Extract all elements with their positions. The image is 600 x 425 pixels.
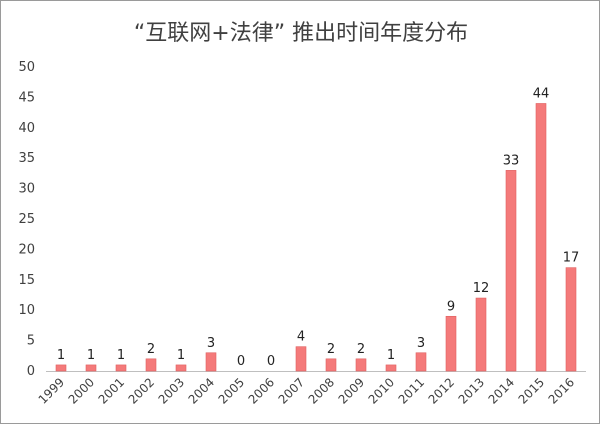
data-label-2014: 33	[503, 153, 520, 168]
bar-1999	[55, 364, 67, 372]
x-tick-label-2005: 2005	[216, 375, 247, 406]
bar-2012	[445, 315, 457, 372]
bar-2008	[325, 358, 337, 372]
chart-title: “互联网+法律” 推出时间年度分布	[133, 21, 469, 46]
y-tick-label: 35	[18, 151, 35, 166]
x-tick-label-2006: 2006	[246, 375, 277, 406]
data-label-2015: 44	[533, 86, 550, 101]
data-label-2003: 1	[177, 348, 185, 363]
y-tick-label: 10	[18, 303, 35, 318]
data-label-1999: 1	[57, 348, 65, 363]
y-tick-label: 15	[18, 273, 35, 288]
bar-2013	[475, 297, 487, 372]
bar-2002	[145, 358, 157, 372]
bar-2016	[565, 267, 577, 372]
data-label-2010: 1	[387, 348, 395, 363]
x-tick-label-2012: 2012	[426, 375, 457, 406]
bar-2011	[415, 352, 427, 372]
data-label-2013: 12	[473, 281, 490, 296]
x-tick-label-2016: 2016	[546, 375, 577, 406]
data-label-2011: 3	[417, 336, 425, 351]
x-tick-label-2000: 2000	[66, 375, 97, 406]
y-tick-label: 30	[18, 182, 35, 197]
y-tick-label: 40	[18, 121, 35, 136]
bar-2010	[385, 364, 397, 372]
bar-2009	[355, 358, 367, 372]
data-label-2001: 1	[117, 348, 125, 363]
y-tick-label: 50	[18, 60, 35, 75]
x-tick-label-2004: 2004	[186, 375, 217, 406]
data-label-2002: 2	[147, 342, 155, 357]
x-tick-label-2002: 2002	[126, 375, 157, 406]
data-label-2007: 4	[297, 330, 305, 345]
x-tick-label-1999: 1999	[36, 375, 67, 406]
bar-2014	[505, 170, 517, 372]
bar-2003	[175, 364, 187, 372]
bar-2000	[85, 364, 97, 372]
x-tick-label-2009: 2009	[336, 375, 367, 406]
y-tick-label: 45	[18, 90, 35, 105]
y-tick-label: 5	[27, 334, 35, 349]
x-tick-label-2014: 2014	[486, 375, 517, 406]
x-tick-label-2010: 2010	[366, 375, 397, 406]
data-label-2005: 0	[237, 354, 245, 369]
data-label-2008: 2	[327, 342, 335, 357]
bar-2004	[205, 352, 217, 372]
data-label-2004: 3	[207, 336, 215, 351]
y-tick-label: 0	[27, 364, 35, 379]
data-label-2012: 9	[447, 299, 455, 314]
bar-2001	[115, 364, 127, 372]
data-label-2000: 1	[87, 348, 95, 363]
x-tick-label-2008: 2008	[306, 375, 337, 406]
bar-2015	[535, 103, 547, 372]
y-tick-label: 25	[18, 212, 35, 227]
x-tick-label-2001: 2001	[96, 375, 127, 406]
x-tick-label-2007: 2007	[276, 375, 307, 406]
x-tick-label-2015: 2015	[516, 375, 547, 406]
data-label-2016: 17	[563, 251, 580, 266]
data-label-2009: 2	[357, 342, 365, 357]
y-tick-label: 20	[18, 242, 35, 257]
x-tick-label-2013: 2013	[456, 375, 487, 406]
x-tick-label-2003: 2003	[156, 375, 187, 406]
x-tick-label-2011: 2011	[396, 375, 427, 406]
bar-2007	[295, 346, 307, 372]
data-label-2006: 0	[267, 354, 275, 369]
